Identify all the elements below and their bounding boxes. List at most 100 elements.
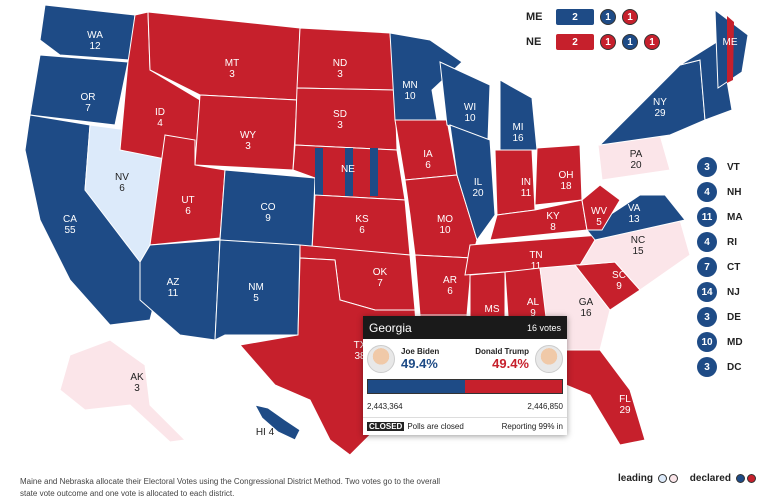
state-ev: 9	[616, 281, 622, 292]
candidate-name: Donald Trump	[475, 347, 529, 356]
state-ev: 6	[425, 160, 431, 171]
ev-badge: 7	[697, 257, 717, 277]
polls-status: Polls are closed	[407, 422, 464, 431]
state-ev: 8	[550, 222, 556, 233]
state-ev: 20	[472, 188, 484, 199]
state-abbr: KS	[355, 214, 369, 225]
state-ev: 6	[119, 183, 125, 194]
state-me[interactable]: ME	[714, 8, 749, 89]
statewide-votes: 2	[556, 34, 594, 50]
state-abbr: NY	[653, 97, 667, 108]
state-shape[interactable]	[59, 339, 187, 443]
state-abbr: IA	[423, 149, 433, 160]
nebraska-split-row: NE 2 1 1 1	[526, 34, 660, 50]
state-hi[interactable]: HI 4	[254, 404, 301, 441]
state-nm[interactable]: NM5	[214, 239, 301, 341]
state-ev: 10	[404, 91, 416, 102]
state-abbr: NC	[631, 235, 645, 246]
state-abbr: VT	[727, 161, 740, 173]
state-shape[interactable]	[581, 184, 621, 231]
state-abbr: MT	[225, 58, 239, 69]
dem-share	[368, 380, 465, 393]
state-sd[interactable]: SD3	[294, 87, 398, 151]
state-abbr: AR	[443, 275, 457, 286]
maine-split-row: ME 2 1 1	[526, 9, 638, 25]
state-abbr: NM	[248, 282, 264, 293]
small-state-nj[interactable]: 14 NJ	[697, 282, 740, 302]
state-wy[interactable]: WY3	[194, 94, 298, 171]
state-abbr: GA	[579, 297, 594, 308]
small-state-dc[interactable]: 3 DC	[697, 357, 741, 377]
state-abbr: SC	[612, 270, 626, 281]
state-or[interactable]: OR7	[29, 54, 129, 126]
small-state-md[interactable]: 10 MD	[697, 332, 743, 352]
state-abbr: MN	[402, 80, 418, 91]
small-state-ri[interactable]: 4 RI	[697, 232, 737, 252]
dem-candidate: Joe Biden 49.4%	[367, 345, 439, 373]
state-abbr: UT	[181, 195, 194, 206]
state-shape[interactable]	[139, 239, 221, 341]
state-ia[interactable]: IA6	[394, 119, 458, 181]
ev-badge: 4	[697, 182, 717, 202]
tooltip-votes: 16 votes	[526, 322, 561, 333]
ev-badge: 14	[697, 282, 717, 302]
state-ev: 13	[628, 214, 640, 225]
legend-leading: leading	[618, 473, 654, 484]
state-abbr: TN	[529, 250, 542, 261]
state-abbr: OR	[81, 92, 96, 103]
state-abbr: OH	[559, 170, 574, 181]
small-state-ct[interactable]: 7 CT	[697, 257, 740, 277]
state-shape[interactable]	[214, 239, 301, 341]
district-stripe	[315, 148, 323, 196]
state-abbr: VA	[628, 203, 641, 214]
state-ev: 55	[64, 225, 76, 236]
state-abbr: DC	[727, 361, 742, 373]
state-abbr: AL	[527, 297, 540, 308]
state-ks[interactable]: KS6	[311, 194, 411, 256]
state-abbr: WY	[240, 130, 256, 141]
state-ar[interactable]: AR6	[414, 254, 473, 316]
state-wv[interactable]: WV5	[581, 184, 621, 231]
small-state-vt[interactable]: 3 VT	[697, 157, 740, 177]
state-ev: 11	[521, 188, 532, 199]
state-shape[interactable]	[449, 124, 496, 242]
state-ev: 38	[354, 351, 366, 362]
state-shape[interactable]	[29, 54, 129, 126]
state-nd[interactable]: ND3	[296, 27, 396, 91]
state-abbr: OK	[373, 267, 388, 278]
state-ev: 6	[447, 286, 453, 297]
state-abbr: ID	[155, 107, 165, 118]
state-ev: 20	[630, 160, 642, 171]
state-shape[interactable]	[254, 404, 301, 441]
ev-badge: 4	[697, 232, 717, 252]
district-2: 1	[622, 34, 638, 50]
state-ev: 6	[185, 206, 191, 217]
state-ev: 15	[632, 246, 644, 257]
candidate-pct: 49.4%	[401, 356, 438, 371]
district-1: 1	[600, 34, 616, 50]
small-state-de[interactable]: 3 DE	[697, 307, 741, 327]
state-ev: 9	[530, 308, 536, 319]
state-ne[interactable]: NE	[292, 144, 406, 201]
state-abbr: SD	[333, 109, 347, 120]
state-ak[interactable]: AK3	[59, 339, 187, 443]
state-ev: 7	[377, 278, 383, 289]
district-3: 1	[644, 34, 660, 50]
state-shape[interactable]	[586, 194, 686, 241]
state-co[interactable]: CO9	[219, 169, 316, 251]
district-method-note: Maine and Nebraska allocate their Electo…	[20, 477, 441, 498]
small-state-nh[interactable]: 4 NH	[697, 182, 741, 202]
ev-badge: 3	[697, 357, 717, 377]
state-shape[interactable]	[39, 4, 136, 61]
biden-avatar	[367, 345, 395, 373]
small-state-ma[interactable]: 11 MA	[697, 207, 743, 227]
